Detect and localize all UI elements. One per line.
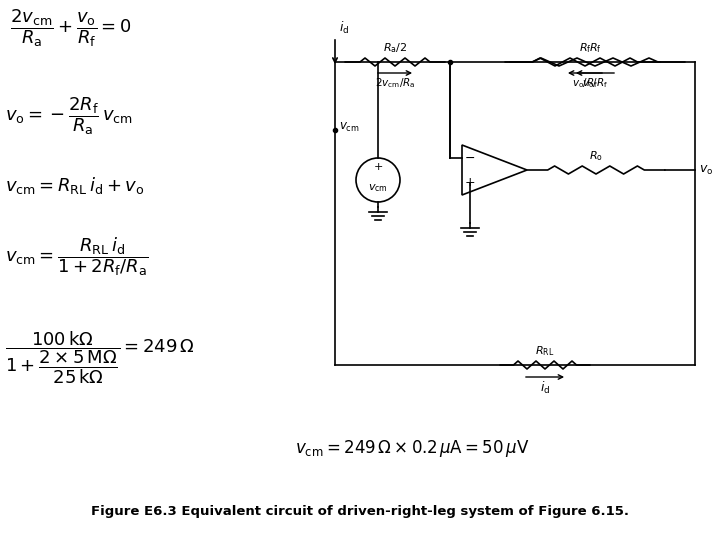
Text: $i_{\mathrm{d}}$: $i_{\mathrm{d}}$	[540, 380, 550, 396]
Text: $v_{\mathrm{o}}$: $v_{\mathrm{o}}$	[699, 164, 714, 177]
Text: Figure E6.3 Equivalent circuit of driven-right-leg system of Figure 6.15.: Figure E6.3 Equivalent circuit of driven…	[91, 505, 629, 518]
Text: $v_{\mathrm{cm}}$: $v_{\mathrm{cm}}$	[339, 120, 360, 133]
Text: $i_{\mathrm{d}}$: $i_{\mathrm{d}}$	[339, 20, 349, 36]
Text: $R_{\mathrm{o}}$: $R_{\mathrm{o}}$	[589, 149, 603, 163]
Text: $v_{\mathrm{o}}/R_{\mathrm{f}}$: $v_{\mathrm{o}}/R_{\mathrm{f}}$	[572, 76, 598, 90]
Text: $v_{\mathrm{cm}} = R_{\mathrm{RL}}\,i_{\mathrm{d}} + v_{\mathrm{o}}$: $v_{\mathrm{cm}} = R_{\mathrm{RL}}\,i_{\…	[5, 175, 145, 196]
Text: $+$: $+$	[373, 160, 383, 172]
Text: $v_{\mathrm{cm}}$: $v_{\mathrm{cm}}$	[368, 182, 388, 194]
Text: $v_{\mathrm{cm}} = 249\,\Omega \times 0.2\,\mu\mathrm{A} = 50\,\mu\mathrm{V}$: $v_{\mathrm{cm}} = 249\,\Omega \times 0.…	[295, 438, 529, 459]
Text: $\dfrac{2v_{\mathrm{cm}}}{R_{\mathrm{a}}} + \dfrac{v_{\mathrm{o}}}{R_{\mathrm{f}: $\dfrac{2v_{\mathrm{cm}}}{R_{\mathrm{a}}…	[10, 7, 132, 49]
Text: $R_{\mathrm{f}}$: $R_{\mathrm{f}}$	[589, 41, 601, 55]
Text: $v_{\mathrm{o}}/R_{\mathrm{f}}$: $v_{\mathrm{o}}/R_{\mathrm{f}}$	[582, 76, 608, 90]
Text: $\dfrac{100\,\mathrm{k}\Omega}{1 + \dfrac{2 \times 5\,\mathrm{M}\Omega}{25\,\mat: $\dfrac{100\,\mathrm{k}\Omega}{1 + \dfra…	[5, 330, 194, 386]
Text: $v_{\mathrm{o}} = -\dfrac{2R_{\mathrm{f}}}{R_{\mathrm{a}}}\,v_{\mathrm{cm}}$: $v_{\mathrm{o}} = -\dfrac{2R_{\mathrm{f}…	[5, 95, 133, 137]
Text: $R_{\mathrm{RL}}$: $R_{\mathrm{RL}}$	[535, 344, 554, 358]
Text: $2v_{\mathrm{cm}}/R_{\mathrm{a}}$: $2v_{\mathrm{cm}}/R_{\mathrm{a}}$	[374, 76, 415, 90]
Text: $+$: $+$	[464, 176, 476, 189]
Text: $v_{\mathrm{cm}} = \dfrac{R_{\mathrm{RL}}\,i_{\mathrm{d}}}{1 + 2R_{\mathrm{f}}/R: $v_{\mathrm{cm}} = \dfrac{R_{\mathrm{RL}…	[5, 235, 149, 278]
Text: $-$: $-$	[464, 151, 476, 164]
Text: $R_{\mathrm{f}}$: $R_{\mathrm{f}}$	[579, 41, 591, 55]
Text: $R_{\mathrm{a}}/2$: $R_{\mathrm{a}}/2$	[383, 41, 407, 55]
